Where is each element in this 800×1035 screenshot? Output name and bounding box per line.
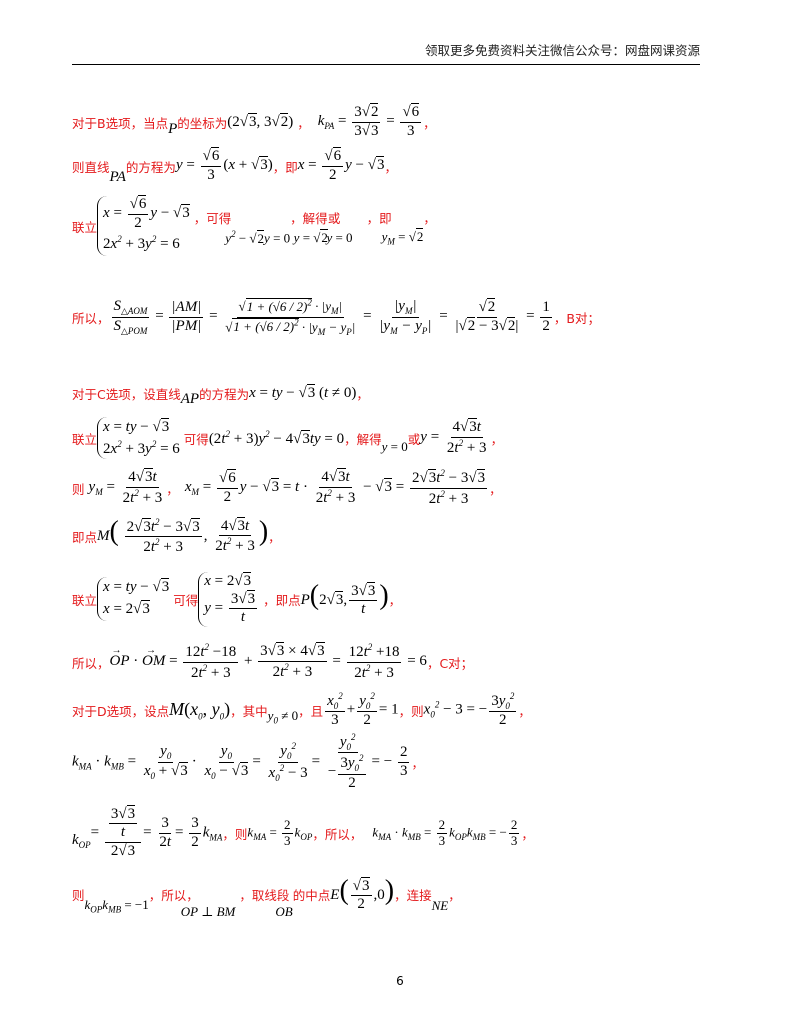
line-c3: 则 yM = 4√3t 2t2 + 3 ， xM = √6 2 y − √3 = t … (72, 468, 502, 507)
page-header: 领取更多免费资料关注微信公众号：网盘网课资源 (424, 43, 700, 58)
line-b3: 联立 x = √6 2 y − √3 2x2 + 3y2 = 6 ，可得 y2 − … (72, 195, 436, 256)
line-d2: kMA · kMB = y0 x0 + √3 · y0 x0 − √3 = y02 x02… (72, 732, 424, 791)
text: 则直线 (72, 159, 110, 175)
text: 可得 (183, 431, 209, 447)
text: ，连接 (394, 887, 432, 903)
text: 的方程为 (125, 159, 176, 175)
line-d3: kOP = 3√3 t 2√3 = 3 2t = 3 2 kMA ，则 kMA = 2 3 kOP… (72, 805, 534, 859)
text: 对于D选项，设点 (72, 703, 170, 719)
text: ，可得 (193, 210, 232, 226)
text: 的坐标为 (177, 115, 228, 131)
line-b4: 所以， S△AOM S△POM = |AM| |PM| = √1 + (√6 / 2… (72, 297, 600, 337)
line-c1: 对于C选项，设直线 AP 的方程为 x = ty − √3 (t ≠ 0) ， (72, 383, 369, 407)
text: 或 (407, 431, 421, 447)
math: kPA = 3√2 3√3 = √6 3 (317, 103, 422, 139)
text: 联立 (72, 592, 98, 608)
line-c6: 所以， OP → · OM → = 12t2 −18 2t2 + 3 + 3√3 × … (72, 642, 474, 681)
text: ，其中 (230, 703, 268, 719)
math: P (168, 120, 178, 137)
text: 对于C选项，设直线 (72, 386, 181, 402)
text: ，所以， (148, 887, 199, 903)
line-d1: 对于D选项，设点 M(x0, y0) ，其中 y0 ≠ 0 ，且 x02 3 + y0… (72, 690, 531, 729)
text: ，所以， (312, 826, 363, 842)
text: ，且 (298, 703, 324, 719)
line-b2: 则直线 PA 的方程为 y = √6 3 (x + √3) ，即 x = √6 2 y … (72, 147, 397, 185)
text: ，则 (398, 703, 424, 719)
text: ，C对； (426, 655, 474, 671)
header-rule (72, 64, 700, 65)
text: ，即 (366, 210, 392, 226)
math: (2√3, 3√2) (227, 112, 294, 130)
text: ，则 (222, 826, 248, 842)
text: ，B对； (553, 310, 600, 326)
text: 即点 (72, 529, 98, 545)
text: 所以， (72, 310, 110, 326)
text: 的方程为 (199, 386, 250, 402)
text: 或 (327, 210, 341, 226)
line-c2: 联立 x = ty − √3 2x2 + 3y2 = 6 可得 (2t2 + 3… (72, 414, 503, 462)
text: ，即 (272, 159, 298, 175)
text: 的中点 (292, 887, 331, 903)
text: 则 (72, 887, 85, 903)
text: 对于B选项，当点 (72, 115, 169, 131)
text: ，取线段 (239, 887, 290, 903)
text: 则 (72, 481, 85, 497)
text: 可得 (173, 592, 199, 608)
text: ，解得 (290, 210, 328, 226)
text: ，即点 (263, 592, 301, 608)
line-d4: 则 kOPkMB = −1 ，所以， OP ⊥ BM ，取线段 OB 的中点 E… (72, 874, 461, 919)
text: ，解得 (344, 431, 382, 447)
text: 联立 (72, 219, 98, 235)
line-c4: 即点 M( 2√3t2 − 3√3 2t2 + 3, 4√3t 2t2 + 3) ， (72, 515, 281, 555)
line-b1: 对于B选项，当点 P 的坐标为 (2√3, 3√2) ， kPA = 3√2 3√… (72, 103, 436, 139)
line-c5: 联立 x = ty − √3 x = 2√3 可得 x = 2√3 y = 3√… (72, 571, 402, 627)
page-number: 6 (396, 974, 404, 988)
text: 所以， (72, 655, 110, 671)
text: 联立 (72, 431, 98, 447)
